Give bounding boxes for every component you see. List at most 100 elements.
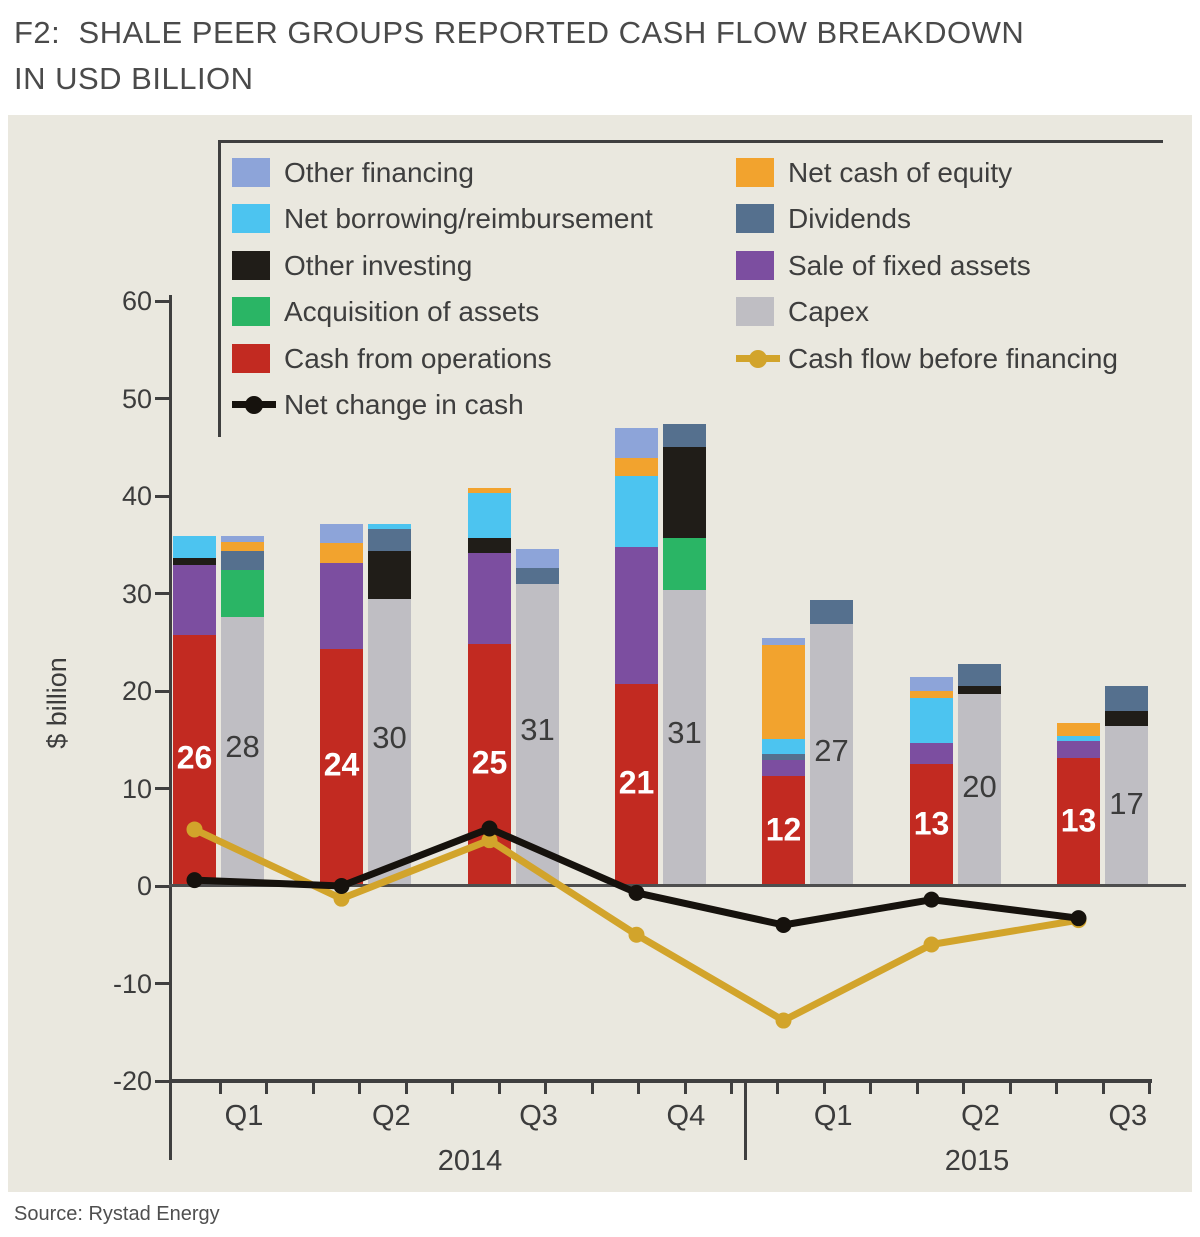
line-marker-net_change_in_cash bbox=[923, 891, 940, 908]
x-tick bbox=[869, 1083, 873, 1094]
bar-segment-other_financing bbox=[516, 548, 559, 569]
bar-segment-other_investing bbox=[468, 537, 511, 553]
bar-segment-net_cash_of_equity bbox=[221, 541, 264, 551]
legend-swatch bbox=[736, 297, 774, 327]
y-tick-label: -20 bbox=[112, 1066, 152, 1096]
y-tick bbox=[155, 689, 169, 693]
bar-segment-net_cash_of_equity bbox=[320, 542, 363, 564]
y-tick-label: 50 bbox=[121, 383, 152, 414]
x-tick bbox=[776, 1083, 780, 1094]
legend-swatch bbox=[232, 158, 270, 187]
y-tick bbox=[155, 592, 169, 595]
y-tick-label: 30 bbox=[121, 578, 152, 609]
zero-line bbox=[169, 884, 1186, 887]
legend-line-marker-dot bbox=[245, 396, 263, 414]
bar-segment-other_investing bbox=[173, 558, 216, 566]
y-tick bbox=[155, 982, 169, 985]
bar-segment-sale_of_fixed_assets bbox=[173, 565, 216, 636]
legend-swatch bbox=[232, 343, 270, 373]
x-tick bbox=[358, 1083, 362, 1094]
bar-segment-sale_of_fixed_assets bbox=[320, 563, 363, 650]
bar-value-label: 24 bbox=[323, 746, 360, 783]
legend-label: Other investing bbox=[284, 249, 473, 281]
bar-segment-dividends bbox=[958, 663, 1001, 687]
bar-segment-other_financing bbox=[762, 638, 805, 646]
x-tick bbox=[729, 1083, 733, 1094]
bar-value-label: 30 bbox=[372, 720, 407, 756]
x-tick bbox=[1055, 1083, 1059, 1094]
x-tick bbox=[497, 1083, 501, 1094]
year-label: 2015 bbox=[944, 1145, 1010, 1177]
bar-segment-sale_of_fixed_assets bbox=[468, 552, 511, 645]
bar-segment-acquisition bbox=[663, 537, 706, 590]
bar-segment-net_cash_of_equity bbox=[1057, 723, 1100, 736]
y-tick-label: 60 bbox=[121, 286, 152, 316]
bar-segment-net_cash_of_equity bbox=[468, 488, 511, 494]
bar-segment-net_borrowing bbox=[615, 475, 658, 547]
bar-value-label: 27 bbox=[814, 732, 849, 768]
x-axis-line bbox=[169, 1079, 1152, 1083]
y-tick-label: 0 bbox=[136, 871, 152, 901]
quarter-label: Q2 bbox=[961, 1100, 1000, 1132]
bar-segment-net_borrowing bbox=[762, 738, 805, 755]
bar-value-label: 25 bbox=[471, 744, 508, 781]
bar-segment-net_borrowing bbox=[1057, 735, 1100, 741]
bar-segment-dividends bbox=[516, 568, 559, 584]
bar-value-label: 31 bbox=[520, 712, 555, 748]
bar-segment-capex bbox=[1105, 726, 1148, 886]
legend-label: Other financing bbox=[284, 157, 474, 188]
line-marker-cash_flow_before_financing bbox=[1070, 912, 1087, 929]
legend-swatch bbox=[232, 250, 270, 280]
x-tick bbox=[1008, 1083, 1012, 1094]
legend-swatch bbox=[736, 204, 774, 234]
legend-line-marker-dot bbox=[749, 349, 767, 368]
x-tick bbox=[1148, 1083, 1151, 1094]
legend-label: Capex bbox=[788, 296, 869, 328]
quarter-label: Q3 bbox=[519, 1100, 558, 1132]
bar-segment-other_investing bbox=[663, 447, 706, 538]
x-tick bbox=[265, 1083, 269, 1094]
quarter-label: Q1 bbox=[224, 1100, 264, 1132]
quarter-label: Q3 bbox=[1108, 1100, 1148, 1132]
line-marker-net_change_in_cash bbox=[628, 884, 645, 901]
year-divider bbox=[744, 1083, 747, 1160]
bar-segment-dividends bbox=[1105, 686, 1148, 712]
bar-value-label: 12 bbox=[765, 811, 802, 848]
bar-segment-other_financing bbox=[910, 677, 953, 691]
bar-segment-other_investing bbox=[1105, 711, 1148, 727]
y-tick-label: 10 bbox=[121, 773, 152, 804]
x-tick bbox=[683, 1083, 687, 1094]
bar-value-label: 20 bbox=[962, 769, 997, 805]
x-tick bbox=[637, 1083, 641, 1094]
bar-segment-net_cash_of_equity bbox=[910, 691, 953, 698]
line-marker-net_change_in_cash bbox=[775, 917, 792, 933]
legend-frame-left bbox=[218, 140, 221, 437]
figure-title: F2: SHALE PEER GROUPS REPORTED CASH FLOW… bbox=[14, 10, 1164, 102]
line-marker-cash_flow_before_financing bbox=[775, 1012, 792, 1029]
y-tick bbox=[155, 787, 169, 790]
bar-segment-dividends bbox=[810, 600, 853, 624]
line-marker-cash_flow_before_financing bbox=[628, 926, 645, 943]
bar-segment-other_financing bbox=[615, 427, 658, 458]
bar-segment-sale_of_fixed_assets bbox=[910, 742, 953, 765]
y-tick-label: 20 bbox=[121, 676, 152, 706]
y-tick bbox=[155, 494, 169, 498]
bar-segment-net_cash_of_equity bbox=[762, 645, 805, 739]
x-tick bbox=[451, 1083, 455, 1094]
y-axis-line bbox=[169, 295, 172, 1160]
legend-label: Acquisition of assets bbox=[284, 296, 540, 328]
legend-label: Cash flow before financing bbox=[788, 342, 1118, 374]
y-tick bbox=[155, 299, 169, 303]
bar-segment-other_investing bbox=[958, 686, 1001, 694]
bar-segment-dividends bbox=[221, 550, 264, 571]
bar-segment-other_investing bbox=[368, 550, 411, 600]
x-tick bbox=[962, 1083, 966, 1094]
quarter-label: Q2 bbox=[371, 1100, 411, 1132]
bar-segment-dividends bbox=[762, 754, 805, 761]
line-marker-net_change_in_cash bbox=[1070, 910, 1087, 927]
x-tick bbox=[544, 1083, 548, 1094]
bar-segment-net_cash_of_equity bbox=[615, 457, 658, 476]
quarter-label: Q1 bbox=[813, 1100, 853, 1132]
legend-label: Cash from operations bbox=[284, 342, 552, 374]
bar-segment-acquisition bbox=[221, 570, 264, 617]
